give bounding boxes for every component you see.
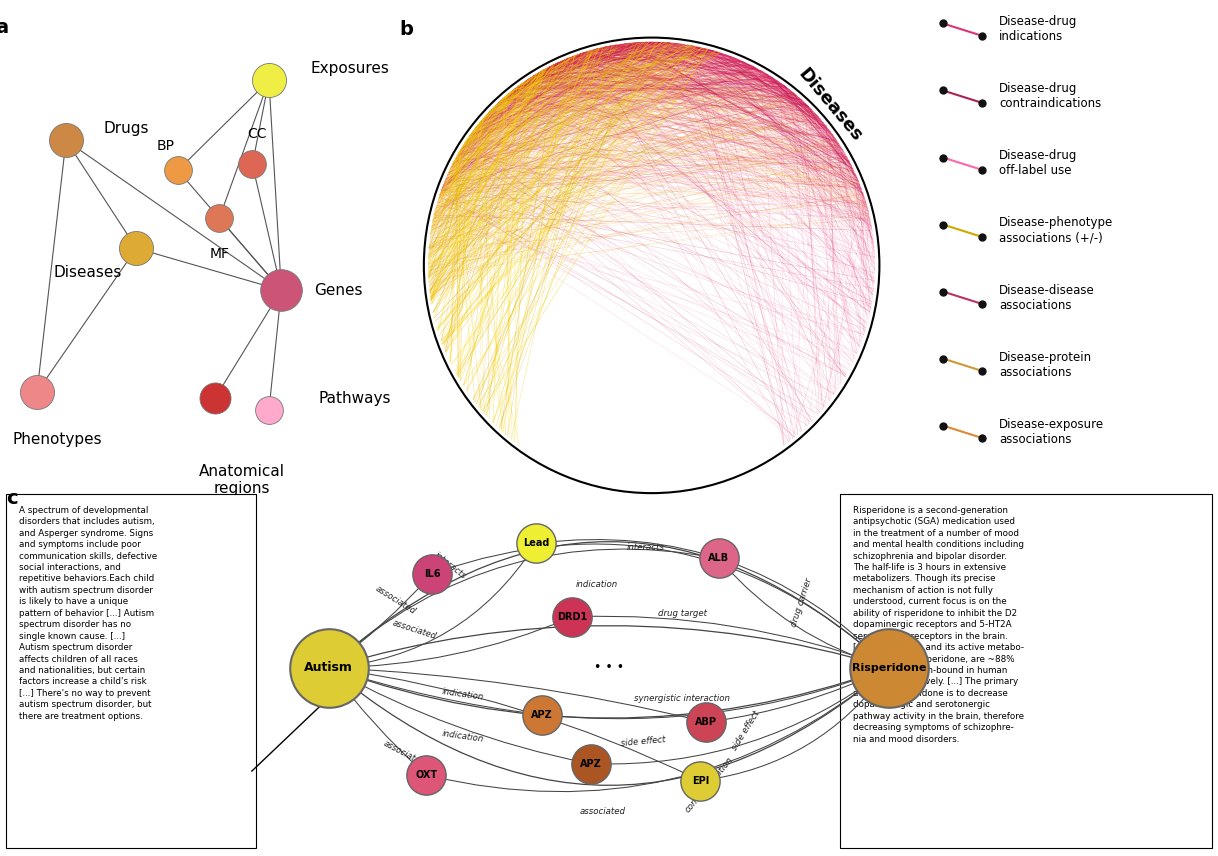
Text: associated: associated: [374, 584, 418, 615]
Text: side effect: side effect: [620, 734, 666, 747]
Text: ABP: ABP: [695, 717, 717, 728]
Text: Disease-drug
contraindications: Disease-drug contraindications: [999, 82, 1101, 110]
Text: interacts: interacts: [626, 543, 665, 551]
Text: EPI: EPI: [692, 776, 709, 786]
Text: Disease-phenotype
associations (+/-): Disease-phenotype associations (+/-): [999, 217, 1113, 245]
Point: [259, 403, 279, 417]
Point: [879, 661, 899, 675]
Text: CC: CC: [247, 128, 267, 141]
Text: associated: associated: [580, 807, 626, 816]
Text: Disease-protein
associations: Disease-protein associations: [999, 351, 1093, 378]
Text: Diseases: Diseases: [54, 265, 122, 280]
Text: ALB: ALB: [708, 554, 730, 563]
Text: A spectrum of developmental
disorders that includes autism,
and Asperger syndrom: A spectrum of developmental disorders th…: [19, 506, 157, 721]
Text: indication: indication: [441, 728, 485, 744]
Text: Disease-disease
associations: Disease-disease associations: [999, 283, 1095, 312]
Text: drug carrier: drug carrier: [789, 577, 814, 628]
Point: [581, 757, 600, 770]
Text: Lead: Lead: [523, 538, 549, 549]
Text: Drugs: Drugs: [104, 121, 149, 136]
Text: associated: associated: [391, 619, 437, 641]
Text: BP: BP: [156, 140, 174, 153]
Point: [319, 661, 339, 675]
Text: interacts: interacts: [432, 550, 469, 581]
Text: Genes: Genes: [314, 282, 363, 298]
Point: [563, 610, 582, 624]
Text: IL6: IL6: [424, 568, 441, 579]
Text: drug target: drug target: [658, 609, 706, 617]
Point: [423, 567, 442, 580]
Text: c: c: [6, 489, 18, 508]
Text: • • •: • • •: [594, 661, 624, 675]
Point: [697, 716, 716, 729]
Point: [27, 385, 46, 399]
Text: Exposures: Exposures: [311, 61, 390, 76]
Point: [691, 774, 710, 788]
Text: APZ: APZ: [580, 758, 602, 769]
Text: Pathways: Pathways: [319, 390, 391, 406]
Text: OXT: OXT: [415, 770, 437, 780]
Text: Diseases: Diseases: [794, 64, 866, 145]
Text: side effect: side effect: [730, 710, 761, 752]
Point: [709, 551, 728, 565]
Text: Disease-drug
off-label use: Disease-drug off-label use: [999, 150, 1078, 177]
Text: b: b: [400, 20, 413, 39]
Text: associated: associated: [382, 739, 426, 769]
Text: APZ: APZ: [531, 710, 553, 720]
Point: [242, 158, 262, 171]
Text: Risperidone is a second-generation
antipsychotic (SGA) medication used
in the tr: Risperidone is a second-generation antip…: [853, 506, 1023, 744]
Point: [532, 708, 552, 722]
Point: [272, 283, 291, 297]
Text: indication: indication: [441, 687, 485, 701]
Point: [259, 74, 279, 87]
Text: Anatomical
regions: Anatomical regions: [199, 464, 285, 496]
Text: Disease-drug
indications: Disease-drug indications: [999, 15, 1078, 44]
Point: [168, 163, 188, 177]
Text: DRD1: DRD1: [558, 612, 587, 621]
Text: synergistic interaction: synergistic interaction: [635, 694, 730, 703]
FancyBboxPatch shape: [6, 495, 256, 848]
Text: MF: MF: [209, 247, 229, 261]
Text: Disease-exposure
associations: Disease-exposure associations: [999, 418, 1105, 446]
Circle shape: [424, 38, 879, 493]
Point: [526, 537, 546, 550]
Text: a: a: [0, 18, 9, 37]
Text: Risperidone: Risperidone: [851, 663, 927, 673]
Point: [56, 134, 76, 147]
Point: [206, 391, 225, 405]
Text: Autism: Autism: [304, 661, 353, 675]
Point: [209, 211, 229, 225]
Text: Phenotypes: Phenotypes: [12, 432, 102, 448]
Point: [417, 768, 436, 782]
Text: indication: indication: [576, 580, 618, 589]
Point: [127, 241, 146, 255]
FancyBboxPatch shape: [840, 495, 1212, 848]
Text: contraindication: contraindication: [683, 755, 734, 814]
